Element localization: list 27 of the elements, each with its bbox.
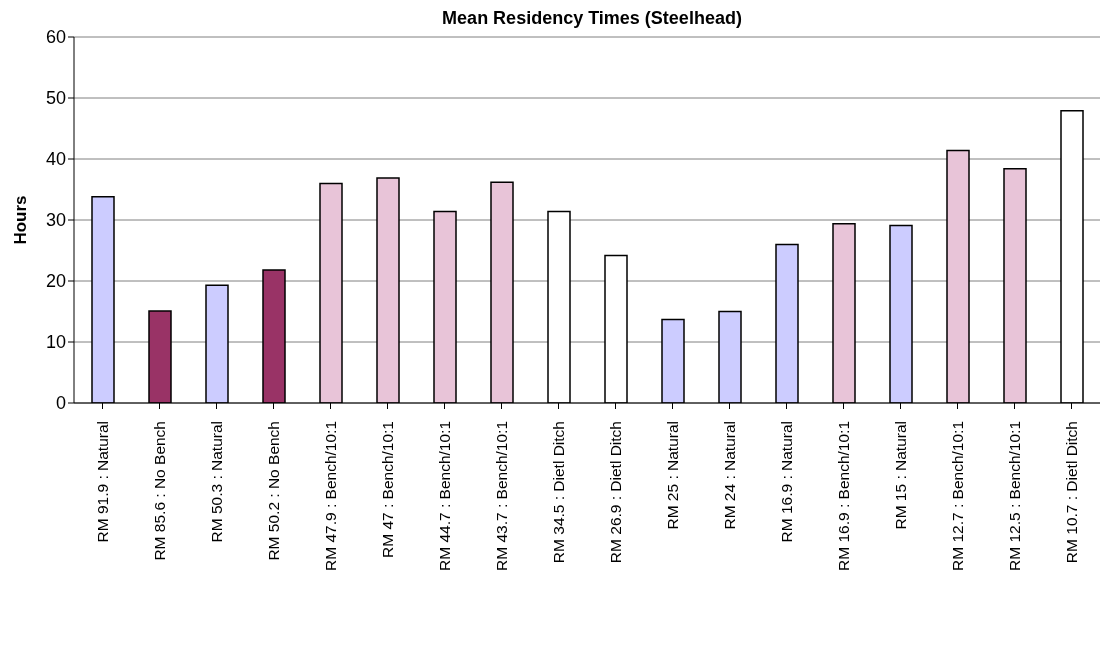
y-tick-label: 30 (45, 210, 66, 231)
x-tick-label: RM 91.9 : Natural (94, 421, 111, 543)
x-tick-label: RM 47 : Bench/10:1 (379, 421, 396, 558)
x-tick-label: RM 50.3 : Natural (208, 421, 225, 543)
x-tick-label: RM 50.2 : No Bench (265, 421, 282, 561)
x-tick-label: RM 16.9 : Bench/10:1 (835, 421, 852, 571)
x-tick-label: RM 34.5 : Dietl Ditch (550, 421, 567, 564)
x-tick-label: RM 44.7 : Bench/10:1 (436, 421, 453, 571)
y-tick-label: 50 (45, 88, 66, 109)
x-tick-label: RM 15 : Natural (892, 421, 909, 530)
x-tick-label: RM 12.7 : Bench/10:1 (949, 421, 966, 571)
x-tick-label: RM 47.9 : Bench/10:1 (322, 421, 339, 571)
x-tick-label: RM 10.7 : Dietl Ditch (1063, 421, 1080, 564)
x-tick-label: RM 26.9 : Dietl Ditch (607, 421, 624, 564)
y-tick-label: 0 (55, 393, 66, 414)
y-tick-label: 60 (45, 27, 66, 48)
y-tick-label: 40 (45, 149, 66, 170)
chart-title: Mean Residency Times (Steelhead) (441, 8, 743, 29)
x-tick-label: RM 43.7 : Bench/10:1 (493, 421, 510, 571)
y-tick-label: 10 (45, 332, 66, 353)
y-axis-title: Hours (11, 195, 31, 245)
x-tick-label: RM 12.5 : Bench/10:1 (1006, 421, 1023, 571)
y-tick-label: 20 (45, 271, 66, 292)
x-tick-label: RM 85.6 : No Bench (151, 421, 168, 561)
x-tick-label: RM 16.9 : Natural (778, 421, 795, 543)
x-tick-label: RM 24 : Natural (721, 421, 738, 530)
x-tick-label: RM 25 : Natural (664, 421, 681, 530)
